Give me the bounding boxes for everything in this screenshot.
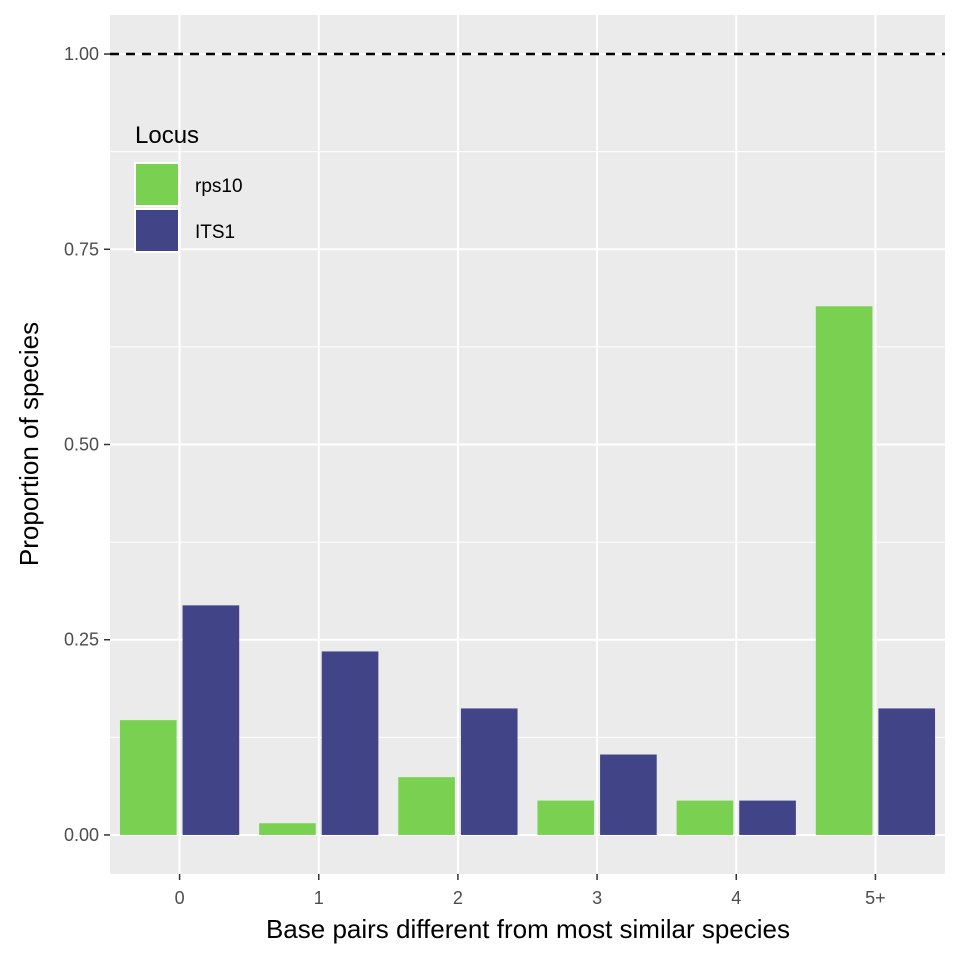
bar-its1-2 — [460, 708, 518, 835]
y-axis: 0.00 0.25 0.50 0.75 1.00 — [64, 44, 110, 845]
bar-its1-3 — [600, 754, 657, 835]
x-tick-label: 2 — [453, 888, 463, 908]
x-tick-label: 1 — [314, 888, 324, 908]
legend-title: Locus — [135, 122, 199, 149]
y-axis-title: Proportion of species — [14, 322, 44, 566]
y-tick-label: 0.00 — [64, 825, 99, 845]
x-tick-label: 0 — [175, 888, 185, 908]
bar-rps10-1 — [259, 823, 316, 835]
bar-its1-1 — [321, 651, 379, 835]
legend-label-rps10: rps10 — [195, 176, 243, 197]
x-tick-label: 4 — [731, 888, 741, 908]
bar-rps10-2 — [398, 777, 455, 835]
x-axis-title: Base pairs different from most similar s… — [266, 914, 790, 944]
bar-rps10-0 — [119, 720, 177, 835]
bar-rps10-5plus — [815, 306, 873, 835]
y-tick-label: 0.25 — [64, 630, 99, 650]
bar-rps10-3 — [537, 800, 595, 835]
legend-key-its1 — [134, 208, 180, 253]
legend-key-rps10 — [134, 162, 180, 207]
bar-its1-0 — [182, 605, 240, 835]
bar-its1-5plus — [878, 708, 936, 835]
y-tick-label: 1.00 — [64, 44, 99, 64]
legend-label-its1: ITS1 — [195, 222, 235, 243]
y-tick-label: 0.50 — [64, 435, 99, 455]
legend: Locus rps10 ITS1 — [134, 122, 243, 253]
gridlines — [110, 15, 945, 874]
bar-its1-4 — [739, 800, 796, 835]
bars — [119, 306, 936, 835]
y-tick-label: 0.75 — [64, 239, 99, 259]
x-axis: 0 1 2 3 4 5+ — [175, 874, 886, 908]
x-tick-label: 3 — [592, 888, 602, 908]
x-tick-label: 5+ — [865, 888, 886, 908]
bar-rps10-4 — [676, 800, 734, 835]
